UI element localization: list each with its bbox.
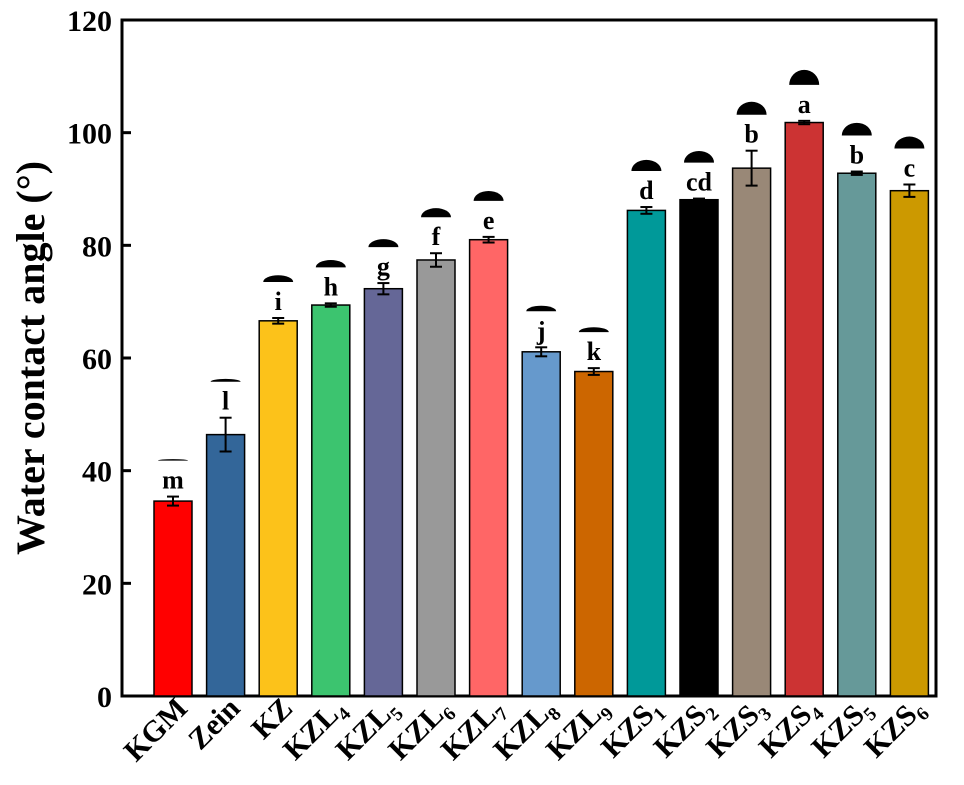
- x-tick-label: KGM: [118, 692, 194, 768]
- y-axis-label: Water contact angle (°): [8, 161, 53, 555]
- significance-label: h: [324, 272, 339, 301]
- bar-3: [311, 304, 351, 697]
- x-tick-label: Zein: [182, 691, 247, 756]
- water-droplet-icon: [421, 208, 451, 218]
- significance-label: c: [904, 153, 916, 182]
- significance-label: k: [587, 337, 602, 366]
- bar-6: [468, 238, 509, 697]
- bar-4: [363, 287, 404, 697]
- bar-7: [521, 351, 561, 697]
- significance-label: cd: [686, 168, 713, 197]
- water-droplet-icon: [789, 69, 820, 85]
- water-droplet-icon: [210, 378, 241, 382]
- water-droplet-icon: [315, 260, 346, 268]
- water-droplet-icon: [894, 136, 925, 149]
- y-tick-label: 40: [82, 456, 112, 489]
- y-tick-label: 60: [82, 343, 112, 376]
- significance-label: m: [162, 466, 184, 495]
- y-tick-label: 0: [97, 681, 112, 714]
- y-tick-label: 100: [67, 118, 112, 151]
- significance-label: j: [536, 316, 546, 345]
- plot-area: 020406080100120mKGMlZeiniKZhKZL4gKZL5fKZ…: [67, 5, 938, 768]
- water-droplet-icon: [368, 239, 399, 248]
- significance-label: i: [275, 287, 282, 316]
- water-droplet-icon: [684, 150, 714, 163]
- significance-label: g: [377, 252, 390, 281]
- water-droplet-icon: [158, 459, 188, 461]
- x-tick-label: KZS6: [858, 692, 934, 768]
- bar-5: [416, 259, 456, 697]
- bar-13: [837, 172, 877, 697]
- y-tick-label: 120: [67, 5, 112, 38]
- water-droplet-icon: [841, 122, 872, 136]
- water-droplet-icon: [263, 275, 294, 283]
- water-droplet-icon: [526, 305, 557, 312]
- bar-14: [889, 189, 930, 697]
- water-droplet-icon: [736, 101, 767, 115]
- bar-11: [731, 167, 772, 697]
- significance-label: f: [432, 222, 441, 251]
- bar-8: [574, 370, 614, 697]
- bar-1: [205, 433, 246, 697]
- significance-label: b: [850, 141, 864, 170]
- bar-9: [626, 209, 667, 697]
- significance-label: l: [222, 387, 229, 416]
- bar-2: [258, 320, 298, 697]
- significance-label: a: [798, 90, 811, 119]
- bar-10: [679, 198, 719, 697]
- water-droplet-icon: [631, 159, 662, 172]
- y-tick-label: 80: [82, 230, 112, 263]
- bar-12: [784, 121, 824, 697]
- water-droplet-icon: [578, 327, 609, 333]
- bar-0: [153, 500, 193, 697]
- significance-label: d: [639, 176, 654, 205]
- water-droplet-icon: [473, 190, 504, 201]
- significance-label: e: [483, 206, 495, 235]
- significance-label: b: [744, 120, 758, 149]
- y-tick-label: 20: [82, 568, 112, 601]
